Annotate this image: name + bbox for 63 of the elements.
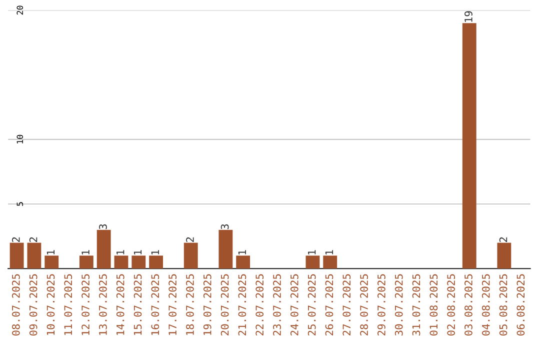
data-label: 1 — [325, 250, 334, 254]
x-tick-label: 19.07.2025 — [203, 274, 212, 335]
data-label: 2 — [29, 237, 38, 242]
x-tick-label: 06.08.2025 — [516, 274, 525, 336]
x-tick-label: 05.08.2025 — [499, 274, 508, 336]
data-label: 3 — [220, 224, 229, 230]
bar — [149, 256, 164, 269]
bar — [236, 256, 250, 269]
x-tick-label: 14.07.2025 — [116, 274, 124, 335]
x-tick-label: 17.07.2025 — [168, 274, 177, 335]
bar — [462, 23, 476, 269]
bar — [96, 230, 111, 269]
x-tick-label: 02.08.2025 — [447, 274, 456, 336]
data-label: 1 — [82, 250, 90, 254]
data-label: 3 — [99, 224, 107, 230]
data-label: 1 — [238, 250, 246, 254]
x-tick-label: 03.08.2025 — [464, 274, 472, 336]
x-tick-label: 25.07.2025 — [308, 274, 316, 336]
x-tick-label: 28.07.2025 — [360, 274, 368, 336]
x-tick-label: 10.07.2025 — [46, 274, 55, 335]
data-label: 2 — [12, 237, 20, 242]
x-tick-label: 18.07.2025 — [186, 274, 194, 335]
bar — [497, 242, 512, 269]
x-tick-label: 09.07.2025 — [29, 274, 38, 336]
bar — [306, 256, 320, 269]
data-label: 1 — [134, 250, 142, 254]
bar — [218, 230, 233, 269]
x-tick-label: 16.07.2025 — [151, 274, 160, 335]
bar — [184, 242, 198, 269]
bar — [10, 242, 24, 269]
bar — [79, 256, 94, 269]
x-tick-label: 01.08.2025 — [430, 274, 438, 336]
y-tick-label: 20 — [16, 6, 24, 15]
data-label: 1 — [308, 250, 316, 254]
x-tick-label: 29.07.2025 — [378, 274, 386, 336]
x-tick-label: 04.08.2025 — [482, 274, 490, 336]
x-tick-label: 23.07.2025 — [273, 274, 281, 336]
bar — [132, 256, 146, 269]
data-label: 1 — [46, 250, 55, 254]
y-tick-label: 5 — [16, 202, 24, 206]
x-tick-label: 13.07.2025 — [99, 274, 107, 335]
bar — [323, 256, 338, 269]
x-tick-label: 22.07.2025 — [256, 274, 264, 336]
x-tick-label: 30.07.2025 — [394, 274, 403, 336]
x-tick-label: 20.07.2025 — [220, 274, 229, 336]
y-tick-label: 10 — [16, 134, 24, 144]
x-tick-label: 27.07.2025 — [342, 274, 351, 336]
x-tick-label: 11.07.2025 — [64, 274, 72, 335]
data-label: 1 — [116, 250, 124, 254]
data-label: 2 — [186, 237, 194, 242]
x-tick-label: 15.07.2025 — [134, 274, 142, 335]
data-label: 2 — [499, 237, 508, 242]
x-tick-label: 12.07.2025 — [82, 274, 90, 335]
bar — [44, 256, 59, 269]
x-tick-label: 24.07.2025 — [290, 274, 298, 336]
x-tick-label: 21.07.2025 — [238, 274, 246, 336]
x-tick-label: 08.07.2025 — [12, 274, 20, 336]
data-label: 19 — [464, 11, 472, 22]
bar — [114, 256, 128, 269]
x-tick-label: 26.07.2025 — [325, 274, 334, 336]
data-label: 1 — [151, 250, 159, 254]
bar — [27, 242, 42, 269]
x-tick-label: 31.07.2025 — [412, 274, 420, 336]
